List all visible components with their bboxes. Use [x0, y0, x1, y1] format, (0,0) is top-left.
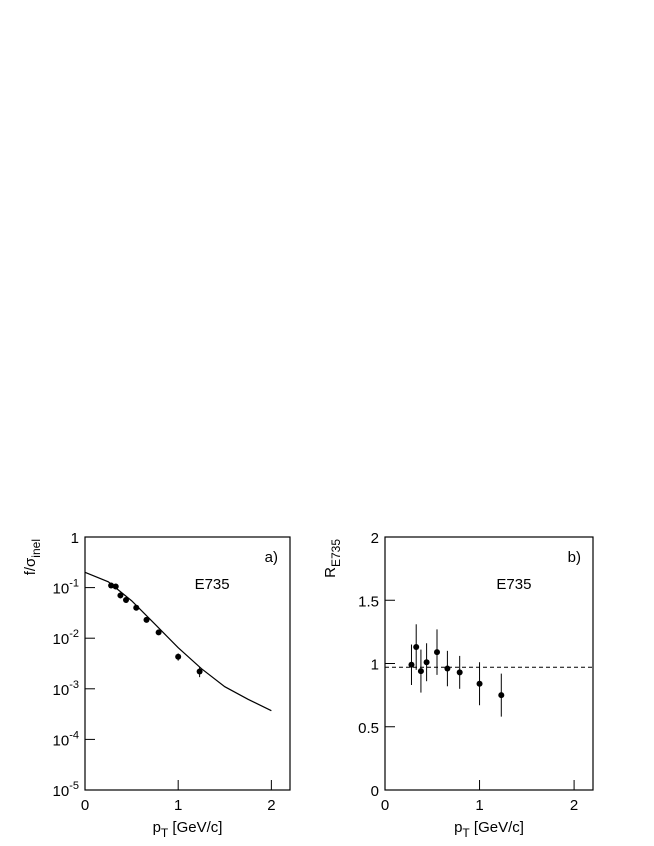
y-label-main: f/σ: [22, 557, 39, 575]
y-tick-label: 10-3: [53, 679, 79, 699]
x-tick-label: 2: [570, 797, 578, 814]
y-tick-label: 10-1: [53, 578, 79, 598]
data-point: [123, 596, 129, 603]
x-tick-label: 0: [81, 797, 89, 814]
y-label-sub: E735: [329, 539, 343, 567]
panel-label: b): [568, 549, 581, 566]
y-tick-base: 10: [53, 783, 70, 800]
x-axis-label: pT [GeV/c]: [454, 819, 524, 840]
data-point: [108, 582, 115, 589]
plot-frame: [84, 536, 291, 791]
x-label-sub: T: [161, 826, 169, 840]
experiment-label: E735: [195, 576, 230, 593]
y-tick-label: 1.5: [358, 593, 379, 610]
y-tick-base: 10: [53, 631, 70, 648]
data-point: [498, 692, 505, 699]
data-point: [408, 661, 415, 668]
x-label-unit: [GeV/c]: [168, 819, 222, 836]
y-tick-exponent: -3: [69, 679, 79, 691]
y-tick-base: 10: [53, 682, 70, 699]
y-tick-exponent: -4: [69, 729, 79, 741]
experiment-label: E735: [496, 576, 531, 593]
x-label-sub: T: [462, 826, 470, 840]
x-tick-label: 1: [475, 797, 483, 814]
y-tick-label: 10-5: [53, 780, 79, 800]
x-tick-label: 0: [381, 797, 389, 814]
data-point: [196, 668, 203, 675]
y-tick-base: 10: [53, 732, 70, 749]
data-point: [456, 669, 463, 676]
model-curve: [84, 571, 272, 712]
y-tick-label: 1: [71, 530, 79, 547]
data-point: [175, 653, 182, 660]
x-tick-label: 2: [267, 797, 275, 814]
x-label-main: p: [454, 819, 462, 836]
y-tick-label: 10-4: [53, 729, 79, 749]
data-point: [143, 616, 150, 623]
y-tick-label: 0: [371, 783, 379, 800]
data-point: [444, 665, 451, 672]
data-point: [434, 649, 440, 656]
y-tick-label: 10-2: [53, 628, 79, 648]
y-tick-base: 10: [53, 581, 70, 598]
y-tick-exponent: -2: [69, 628, 79, 640]
data-point: [423, 659, 430, 666]
panel-label: a): [265, 549, 278, 566]
data-point: [417, 668, 424, 675]
data-point: [476, 680, 483, 687]
y-tick-label: 0.5: [358, 720, 379, 737]
y-tick-label: 1: [371, 657, 379, 674]
y-label-sub: inel: [29, 539, 43, 558]
data-point: [117, 592, 124, 599]
y-axis-label: RE735: [322, 539, 343, 578]
y-axis-label: f/σinel: [22, 539, 43, 575]
data-point: [112, 583, 119, 590]
x-label-unit: [GeV/c]: [470, 819, 524, 836]
x-tick-label: 1: [174, 797, 182, 814]
x-axis-label: pT [GeV/c]: [153, 819, 223, 840]
y-tick-exponent: -5: [69, 780, 79, 792]
data-point: [413, 644, 420, 651]
x-label-main: p: [153, 819, 161, 836]
y-tick-label: 2: [371, 530, 379, 547]
data-point: [155, 629, 162, 636]
y-label-main: R: [322, 567, 339, 578]
y-tick-exponent: -1: [69, 578, 79, 590]
